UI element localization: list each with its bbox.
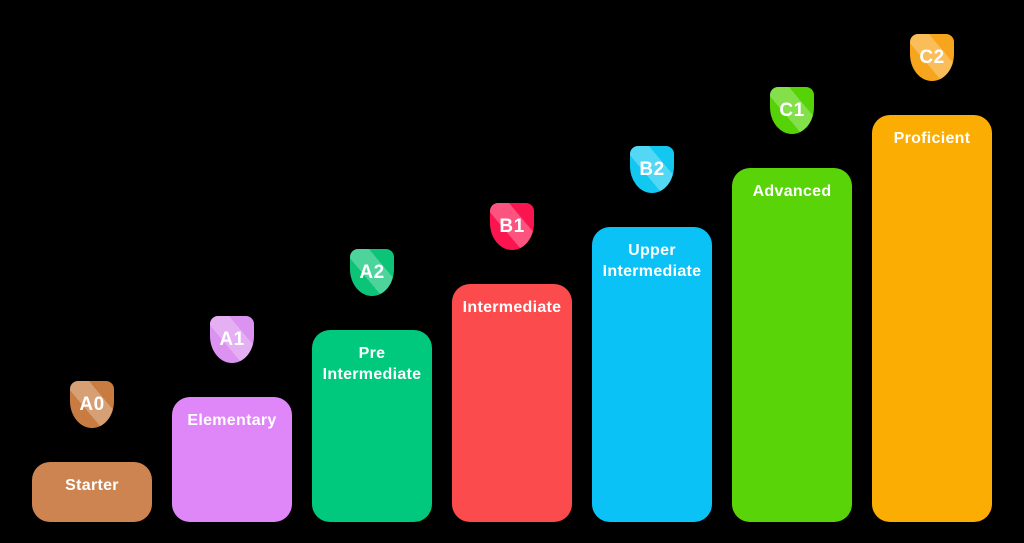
levels-row: A0 Starter A1 Elementary A2 Pre Intermed… <box>32 34 992 522</box>
badge-code: C1 <box>779 99 805 121</box>
badge-code: B2 <box>639 158 665 180</box>
level-badge-shield: A2 <box>350 249 394 296</box>
level-bar: Elementary <box>172 397 292 522</box>
bar-label: Upper Intermediate <box>602 242 702 280</box>
level-badge-shield: B2 <box>630 146 674 193</box>
level-bar: Starter <box>32 462 152 522</box>
level-c2-proficient: C2 Proficient <box>872 34 992 522</box>
bar-label: Proficient <box>893 130 971 147</box>
bar-label: Elementary <box>187 412 277 429</box>
bar-label: Pre Intermediate <box>322 345 422 383</box>
bar-label: Intermediate <box>462 299 562 316</box>
bar-label: Advanced <box>752 183 832 200</box>
level-badge-shield: C2 <box>910 34 954 81</box>
level-badge-shield: C1 <box>770 87 814 134</box>
level-badge-shield: A1 <box>210 316 254 363</box>
badge-code: A1 <box>219 328 245 350</box>
level-bar: Upper Intermediate <box>592 227 712 522</box>
level-badge-shield: A0 <box>70 381 114 428</box>
level-c1-advanced: C1 Advanced <box>732 87 852 522</box>
badge-code: C2 <box>919 46 945 68</box>
level-a0-starter: A0 Starter <box>32 381 152 522</box>
badge-code: B1 <box>499 215 525 237</box>
level-a1-elementary: A1 Elementary <box>172 316 292 522</box>
level-bar: Proficient <box>872 115 992 522</box>
level-b2-upper-intermediate: B2 Upper Intermediate <box>592 146 712 522</box>
level-badge-shield: B1 <box>490 203 534 250</box>
level-bar: Advanced <box>732 168 852 522</box>
bar-label: Starter <box>65 477 119 494</box>
badge-code: A0 <box>79 393 105 415</box>
level-b1-intermediate: B1 Intermediate <box>452 203 572 522</box>
level-bar: Pre Intermediate <box>312 330 432 522</box>
level-bar: Intermediate <box>452 284 572 522</box>
badge-code: A2 <box>359 261 385 283</box>
level-a2-pre-intermediate: A2 Pre Intermediate <box>312 249 432 522</box>
